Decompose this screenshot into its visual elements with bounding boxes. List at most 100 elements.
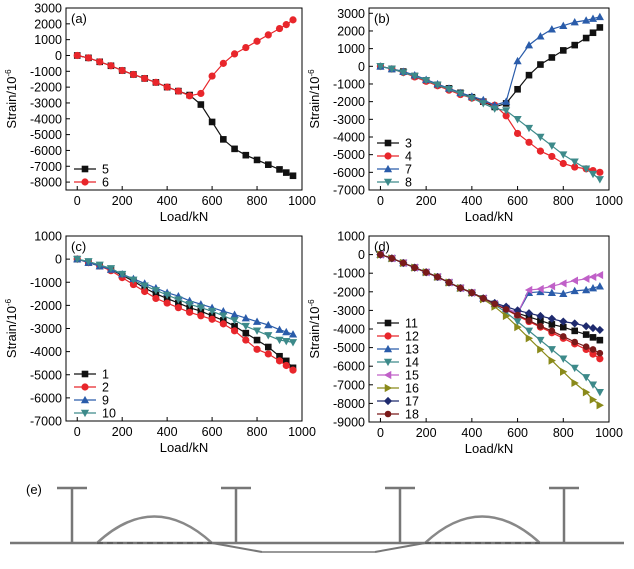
- data-point: [559, 279, 567, 288]
- data-point: [559, 323, 567, 331]
- data-point: [548, 152, 556, 161]
- plot-frame: [65, 7, 303, 191]
- legend-marker: [383, 178, 393, 187]
- data-point: [589, 334, 597, 341]
- y-tick-label: 0: [55, 49, 62, 63]
- data-point: [570, 286, 579, 295]
- legend-label: 17: [405, 395, 419, 409]
- x-tick-label: 600: [507, 194, 528, 208]
- data-point: [457, 284, 464, 292]
- data-point: [208, 315, 216, 323]
- data-point: [513, 116, 522, 124]
- y-tick-label: -8000: [30, 176, 62, 190]
- y-tick-label: 2000: [337, 24, 365, 38]
- legend-label: 14: [405, 356, 419, 370]
- x-tick-label: 400: [461, 194, 482, 208]
- data-point: [589, 346, 597, 353]
- data-point: [491, 300, 499, 308]
- data-point: [502, 306, 510, 313]
- data-point: [548, 356, 556, 365]
- x-tick-label: 400: [157, 194, 178, 208]
- series-1: [73, 255, 297, 372]
- y-tick-label: -2000: [333, 285, 365, 299]
- data-point: [502, 97, 511, 105]
- y-axis-title-exponent: -6: [307, 299, 316, 307]
- data-point: [242, 43, 250, 52]
- chart-panel-2: 0 200 400 600 800 1000 3000 2000 1000 0 -1000 -2000…: [307, 7, 623, 224]
- data-point: [596, 336, 604, 344]
- data-point: [536, 287, 545, 296]
- data-point: [163, 83, 171, 91]
- y-tick-label: -1000: [333, 267, 365, 281]
- series-13: [376, 250, 604, 317]
- x-tick-label: 0: [74, 425, 81, 439]
- x-tick-label: 800: [247, 425, 268, 439]
- data-point: [445, 279, 453, 286]
- legend-marker: [81, 165, 89, 173]
- y-tick-label: -3000: [30, 322, 62, 336]
- data-point: [140, 282, 149, 290]
- data-point: [129, 70, 138, 79]
- data-point: [514, 85, 521, 93]
- data-point: [588, 170, 598, 179]
- data-point: [548, 327, 556, 335]
- legend-marker: [384, 332, 392, 340]
- data-point: [479, 295, 487, 302]
- data-point: [95, 261, 104, 270]
- series-line: [77, 19, 294, 97]
- series-line: [77, 258, 294, 369]
- y-tick-label: -5000: [30, 128, 62, 142]
- legend-label: 10: [102, 407, 116, 421]
- data-point: [253, 336, 261, 344]
- chart-panel-3: 0 200 400 600 800 1000 1000 0 -1000 -2000 -3000 -40…: [4, 230, 316, 456]
- legend-item: 15: [377, 369, 419, 383]
- legend-label: 6: [102, 176, 109, 190]
- data-point: [152, 294, 160, 303]
- data-point: [571, 41, 579, 49]
- y-tick-label: -3000: [333, 304, 365, 318]
- data-point: [433, 81, 442, 89]
- legend-item: 12: [377, 330, 419, 344]
- y-axis-title-exponent: -6: [4, 69, 13, 77]
- data-point: [129, 280, 138, 289]
- data-point: [118, 66, 126, 75]
- data-point: [595, 325, 604, 335]
- data-point: [547, 346, 556, 354]
- y-tick-label: -4000: [333, 130, 365, 144]
- middle-slope-left: [211, 542, 263, 553]
- data-point: [388, 255, 396, 262]
- data-point: [547, 288, 556, 297]
- data-point: [596, 168, 604, 176]
- y-tick-label: -7000: [30, 160, 62, 174]
- middle-slope-right: [374, 542, 426, 553]
- data-point: [596, 349, 604, 357]
- legend-label: 1: [102, 368, 109, 382]
- data-point: [411, 264, 419, 271]
- data-point: [537, 61, 544, 68]
- data-point: [570, 364, 579, 373]
- legend-item: 9: [74, 394, 109, 408]
- data-point: [230, 310, 239, 318]
- data-point: [288, 339, 298, 347]
- data-point: [185, 300, 194, 309]
- legend-marker: [384, 410, 392, 418]
- x-tick-label: 200: [112, 425, 133, 439]
- data-point: [524, 309, 534, 318]
- data-point: [73, 255, 82, 264]
- data-point: [197, 101, 205, 108]
- data-point: [377, 251, 384, 258]
- legend-item: 8: [377, 176, 412, 190]
- data-point: [582, 16, 591, 24]
- data-point: [560, 367, 568, 376]
- y-tick-label: 2000: [34, 17, 62, 31]
- y-tick-label: 0: [358, 248, 365, 262]
- data-point: [582, 388, 591, 397]
- y-axis-title: Strain/10-6: [4, 298, 19, 358]
- data-point: [479, 100, 488, 108]
- data-point: [275, 24, 284, 33]
- data-point: [151, 287, 161, 295]
- column: [549, 486, 579, 543]
- y-tick-label: -6000: [30, 144, 62, 158]
